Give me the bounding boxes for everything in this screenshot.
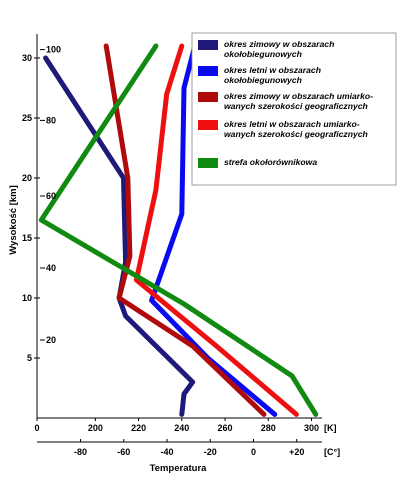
km-tick-label: 15 [22, 233, 32, 243]
pressure-tick-label: 20 [46, 335, 56, 345]
legend-swatch-3 [198, 92, 218, 102]
legend-label-3: okres zimowy w obszarach umiarko- [224, 91, 373, 101]
celsius-tick-label: 0 [251, 447, 256, 457]
celsius-unit-label: [C°] [324, 447, 340, 457]
series-line-4 [133, 43, 299, 417]
legend-label-1: okres zimowy w obszarach [224, 39, 334, 49]
legend-swatch-4 [198, 120, 218, 130]
celsius-tick-label: -40 [161, 447, 174, 457]
km-tick-label: 10 [22, 293, 32, 303]
legend-label-5: strefa okołorównikowa [224, 157, 317, 167]
legend-label-4: okres letni w obszarach umiarko- [224, 119, 360, 129]
series-line-1 [43, 55, 196, 417]
legend-swatch-2 [198, 66, 218, 76]
celsius-tick-label: -60 [117, 447, 130, 457]
kelvin-tick-label: 220 [131, 423, 146, 433]
kelvin-tick-label: 240 [174, 423, 189, 433]
legend-label-2: okres letni w obszarach [224, 65, 321, 75]
series-lines [38, 43, 319, 417]
legend-label-4: wanych szerokości geograficznych [224, 129, 368, 139]
pressure-tick-label: 60 [46, 191, 56, 201]
pressure-tick-label: 100 [46, 45, 61, 55]
axes: 5 10 15 20 25 30 20 40 60 80 100 0 200 220 240 260 280 30… [22, 34, 340, 457]
kelvin-tick-label: 260 [218, 423, 233, 433]
km-tick-label: 25 [22, 113, 32, 123]
legend-swatch-5 [198, 158, 218, 168]
series-line-3 [103, 43, 267, 417]
legend-label-2: okołobiegunowych [224, 75, 302, 85]
celsius-tick-label: +20 [289, 447, 304, 457]
y-axis-title: Wysokość [km] [8, 185, 19, 255]
legend: okres zimowy w obszarachokołobiegunowych… [191, 32, 397, 186]
legend-label-3: wanych szerokości geograficznych [224, 101, 368, 111]
x-axis-title: Temperatura [150, 463, 208, 474]
legend-items: okres zimowy w obszarachokołobiegunowych… [198, 39, 373, 168]
km-tick-label: 20 [22, 173, 32, 183]
km-tick-label: 5 [27, 353, 32, 363]
kelvin-tick-label: 300 [304, 423, 319, 433]
legend-box [191, 32, 397, 186]
series-line-5 [38, 43, 319, 417]
kelvin-tick-label: 200 [88, 423, 103, 433]
celsius-tick-label: -20 [204, 447, 217, 457]
kelvin-tick-label: 0 [34, 423, 39, 433]
legend-label-1: okołobiegunowych [224, 49, 302, 59]
series-line-2 [149, 43, 278, 417]
kelvin-unit-label: [K] [324, 423, 337, 433]
legend-swatch-1 [198, 40, 218, 50]
pressure-tick-label: 80 [46, 115, 56, 125]
km-tick-label: 30 [22, 53, 32, 63]
kelvin-tick-label: 280 [261, 423, 276, 433]
pressure-tick-label: 40 [46, 263, 56, 273]
celsius-tick-label: -80 [74, 447, 87, 457]
